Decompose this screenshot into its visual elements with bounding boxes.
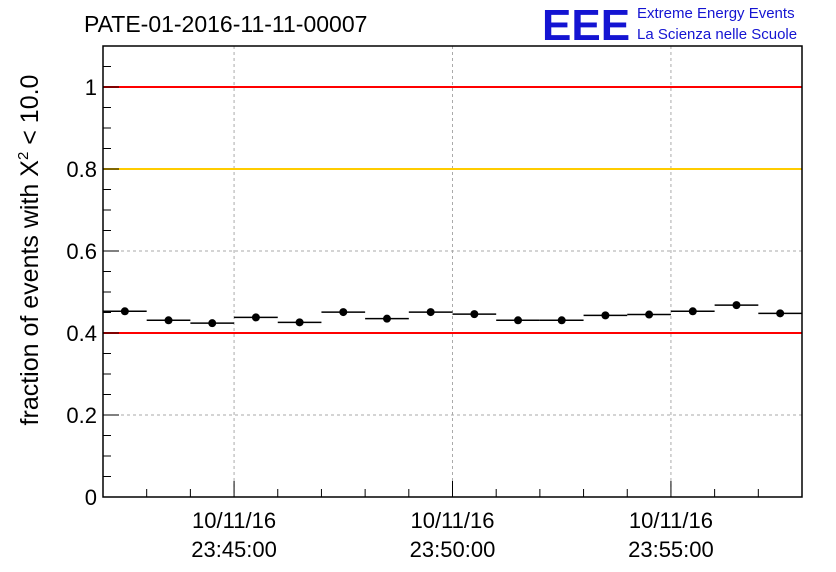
y-axis-label-exp: 2 [15,152,32,160]
data-point [732,301,741,310]
data-point [208,319,217,328]
data-point [601,311,610,320]
data-point [645,310,654,319]
eee-logo: EEE Extreme Energy Events La Scienza nel… [542,1,797,50]
data-point [164,316,173,325]
data-point [339,308,348,317]
y-tick-label: 1 [85,75,97,100]
logo-mark: EEE [542,1,630,50]
x-tick-label-time: 23:45:00 [191,537,277,562]
y-axis-label-tail: < 10.0 [16,75,44,152]
chart-title: PATE-01-2016-11-11-00007 [84,11,367,37]
data-series [103,301,802,328]
x-tick-label-date: 10/11/16 [192,508,276,533]
y-tick-label: 0 [85,485,97,510]
x-axis: 10/11/16 23:45:00 10/11/16 23:50:00 10/11/16… [102,481,803,562]
y-axis: 0 0.2 0.4 0.6 0.8 1 [66,45,119,510]
reference-lines [103,86,802,334]
y-tick-label: 0.6 [66,239,97,264]
logo-line1: Extreme Energy Events [637,5,795,22]
data-point [426,308,435,317]
y-tick-label: 0.8 [66,157,97,182]
y-axis-label: fraction of events with X2 < 10.0 [15,75,44,426]
y-axis-label-main: fraction of events with [16,177,44,426]
data-point [688,307,697,316]
x-tick-label-time: 23:55:00 [628,537,714,562]
data-point [251,313,260,322]
data-point [120,307,129,316]
data-point [776,309,785,318]
data-point [514,316,523,325]
y-axis-label-symbol: X [16,160,44,177]
data-point [295,318,304,327]
x-tick-label-time: 23:50:00 [410,537,496,562]
data-point [470,310,479,319]
data-point [382,314,391,323]
x-tick-label-date: 10/11/16 [629,508,713,533]
logo-line2: La Scienza nelle Scuole [637,26,797,43]
grid [103,46,802,497]
y-tick-label: 0.2 [66,403,97,428]
data-point [557,316,566,325]
y-tick-label: 0.4 [66,321,97,346]
x-tick-label-date: 10/11/16 [410,508,494,533]
